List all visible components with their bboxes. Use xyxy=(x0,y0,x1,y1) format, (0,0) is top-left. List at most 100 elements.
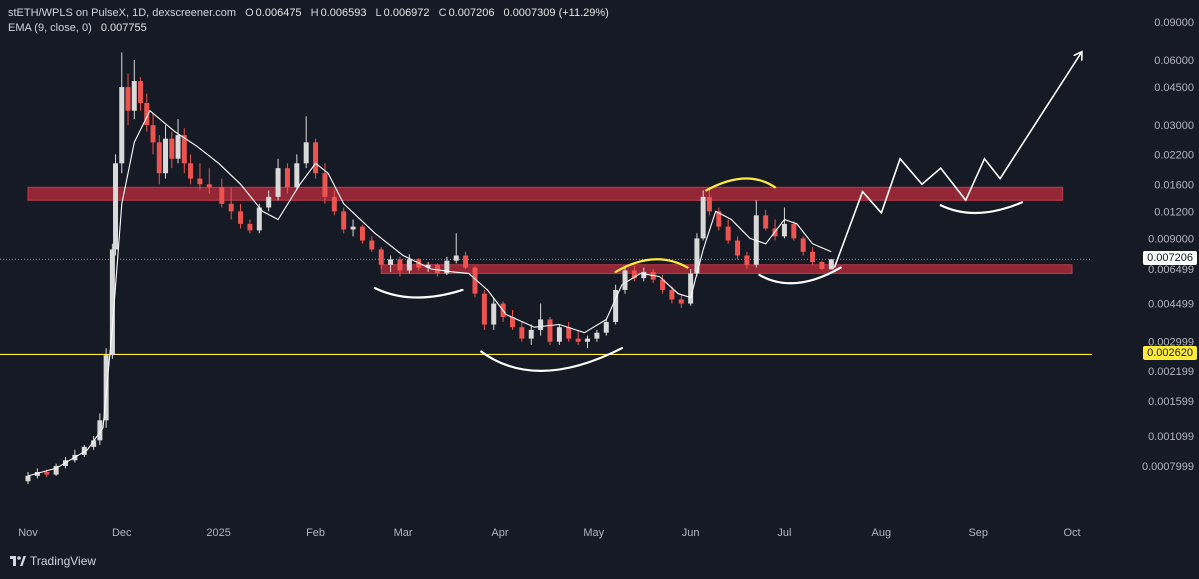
candle-body xyxy=(341,211,347,230)
candle-body xyxy=(453,255,459,261)
candle xyxy=(744,251,750,269)
candle-body xyxy=(266,196,272,208)
candle xyxy=(138,77,144,111)
candle xyxy=(763,209,769,231)
resistance-zone xyxy=(27,186,1064,201)
candle xyxy=(678,295,684,308)
support-zone xyxy=(380,264,1073,274)
y-tick-label: 0.002199 xyxy=(1148,366,1194,378)
candle xyxy=(819,260,825,271)
candle-body xyxy=(791,223,797,239)
candle xyxy=(481,289,487,330)
x-tick-label: Mar xyxy=(394,527,413,539)
candle-body xyxy=(303,142,309,164)
y-tick-label: 0.001099 xyxy=(1148,431,1194,443)
candle-body xyxy=(144,102,150,126)
candle xyxy=(163,125,169,179)
candle-body xyxy=(528,329,534,339)
candle xyxy=(472,266,478,298)
candle xyxy=(406,254,412,274)
candle xyxy=(247,219,253,234)
candle xyxy=(331,190,337,216)
candle xyxy=(603,319,609,336)
legend-ohlc-row: stETH/WPLS on PulseX, 1D, dexscreener.co… xyxy=(8,6,609,21)
candle xyxy=(444,256,450,275)
candle xyxy=(150,113,156,155)
close-label: C xyxy=(438,7,447,19)
candle-body xyxy=(294,163,300,188)
candle-body xyxy=(197,178,203,185)
candle-body xyxy=(181,135,187,164)
x-tick-label: Nov xyxy=(18,527,38,539)
base-arc-april xyxy=(480,347,623,372)
candle-body xyxy=(113,163,119,250)
candle xyxy=(81,444,87,457)
candle-body xyxy=(622,270,628,290)
ema-value: 0.007755 xyxy=(100,22,147,34)
candle xyxy=(284,163,290,194)
candle-body xyxy=(247,223,253,231)
candle xyxy=(369,236,375,252)
candle-body xyxy=(256,207,262,231)
candle-body xyxy=(378,249,384,265)
candle-body xyxy=(725,226,731,241)
annotations-layer xyxy=(373,53,1081,372)
ema-label: EMA (9, close, 0) xyxy=(8,22,92,34)
last-price-tag: 0.007206 xyxy=(1143,251,1197,266)
candle-body xyxy=(509,317,515,328)
candle xyxy=(131,60,137,120)
candle xyxy=(800,236,806,256)
candle-body xyxy=(678,299,684,304)
candle-body xyxy=(810,251,816,263)
x-tick-label: 2025 xyxy=(206,527,230,539)
candle-body xyxy=(284,168,290,188)
candle xyxy=(25,472,31,485)
candle-body xyxy=(369,240,375,250)
tradingview-logo[interactable]: TradingView xyxy=(10,554,96,568)
zones-layer xyxy=(27,186,1073,274)
x-tick-label: Oct xyxy=(1063,527,1080,539)
candle-body xyxy=(641,271,647,279)
candle xyxy=(266,190,272,212)
candle xyxy=(688,268,694,306)
candle xyxy=(735,236,741,260)
x-tick-label: Feb xyxy=(306,527,325,539)
x-tick-label: Aug xyxy=(872,527,892,539)
candle xyxy=(341,207,347,234)
candle-body xyxy=(406,259,412,271)
candle xyxy=(378,247,384,269)
candle xyxy=(509,310,515,330)
y-tick-label: 0.002999 xyxy=(1148,337,1194,349)
candle-body xyxy=(397,259,403,271)
candle-body xyxy=(519,327,525,339)
candle-body xyxy=(238,211,244,224)
candle xyxy=(206,168,212,194)
top-arc-june xyxy=(705,177,777,192)
candle xyxy=(109,243,115,359)
candle xyxy=(694,233,700,277)
reference-lines-layer xyxy=(0,258,1092,356)
y-tick-label: 0.009000 xyxy=(1148,233,1194,245)
candle-body xyxy=(138,81,144,103)
base-arc-july xyxy=(758,266,842,285)
candle-body xyxy=(219,187,225,204)
candle-body xyxy=(735,240,741,256)
candle xyxy=(275,158,281,201)
candle xyxy=(188,154,194,185)
candle-body xyxy=(25,475,31,482)
candle xyxy=(669,286,675,304)
candle xyxy=(350,219,356,237)
candle xyxy=(103,348,109,428)
candle xyxy=(556,324,562,345)
candle xyxy=(631,266,637,282)
candle-body xyxy=(359,226,365,241)
y-tick-label: 0.03000 xyxy=(1154,120,1194,132)
candle-body xyxy=(91,440,97,447)
candle-body xyxy=(819,262,825,269)
candle xyxy=(547,317,553,345)
candle-body xyxy=(828,259,834,270)
time-axis: Nov Dec 2025 Feb Mar Apr May Jun Jul Aug Sep Oct xyxy=(18,527,1080,539)
candle xyxy=(613,284,619,325)
